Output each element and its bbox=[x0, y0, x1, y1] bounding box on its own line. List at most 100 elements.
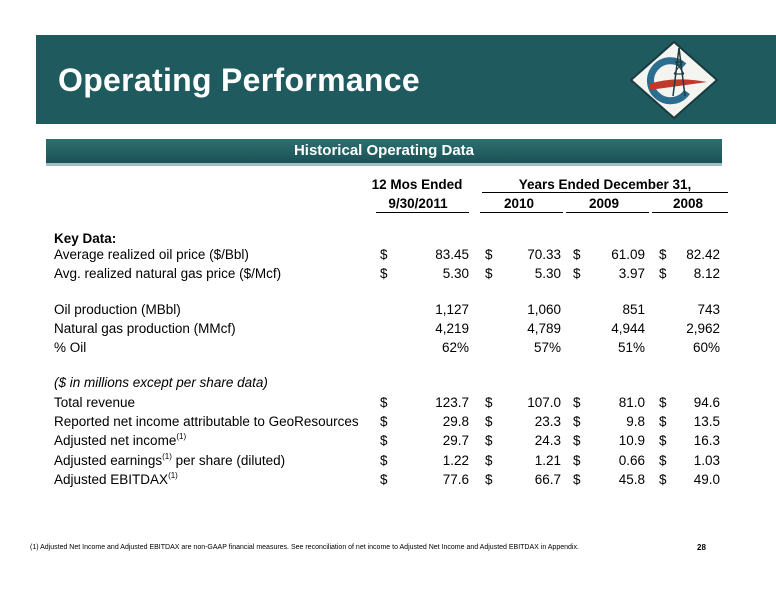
table-cell: 66.7 bbox=[534, 472, 561, 487]
column-header-9-30-2011: 9/30/2011 bbox=[388, 196, 448, 211]
row-label: Avg. realized natural gas price ($/Mcf) bbox=[54, 266, 282, 281]
financial-units-note: ($ in millions except per share data) bbox=[54, 375, 268, 390]
section-header: Historical Operating Data bbox=[46, 139, 722, 166]
currency-symbol: $ bbox=[659, 266, 667, 281]
footnote: (1) Adjusted Net Income and Adjusted EBI… bbox=[30, 544, 579, 551]
col-underline bbox=[566, 212, 649, 213]
currency-symbol: $ bbox=[485, 414, 493, 429]
column-header-2008: 2008 bbox=[672, 196, 704, 211]
row-label: Total revenue bbox=[54, 395, 136, 410]
currency-symbol: $ bbox=[659, 247, 667, 262]
table-cell: 851 bbox=[622, 302, 645, 317]
row-label: Adjusted earnings(1) per share (diluted) bbox=[54, 452, 286, 469]
currency-symbol: $ bbox=[485, 395, 493, 410]
row-label: Adjusted net income(1) bbox=[54, 432, 187, 449]
currency-symbol: $ bbox=[573, 472, 581, 487]
currency-symbol: $ bbox=[485, 247, 493, 262]
table-cell: 107.0 bbox=[527, 395, 561, 410]
table-cell: 51% bbox=[617, 340, 645, 355]
table-cell: 29.8 bbox=[442, 414, 469, 429]
table-cell: 8.12 bbox=[693, 266, 720, 281]
currency-symbol: $ bbox=[485, 472, 493, 487]
footnote-marker: (1) bbox=[168, 471, 178, 480]
table-cell: 1.21 bbox=[534, 453, 561, 468]
header-underline bbox=[482, 192, 728, 193]
table-cell: 0.66 bbox=[618, 453, 645, 468]
currency-symbol: $ bbox=[659, 433, 667, 448]
table-cell: 29.7 bbox=[442, 433, 469, 448]
table-cell: 2,962 bbox=[686, 321, 720, 336]
table-cell: 13.5 bbox=[693, 414, 720, 429]
table-cell: 1.22 bbox=[442, 453, 469, 468]
currency-symbol: $ bbox=[380, 247, 388, 262]
col-underline bbox=[652, 212, 728, 213]
table-cell: 3.97 bbox=[618, 266, 645, 281]
key-data-label: Key Data: bbox=[54, 231, 117, 246]
row-label: % Oil bbox=[54, 340, 87, 355]
currency-symbol: $ bbox=[659, 472, 667, 487]
col-underline bbox=[480, 212, 563, 213]
table-cell: 62% bbox=[441, 340, 469, 355]
table-cell: 9.8 bbox=[626, 414, 645, 429]
table-cell: 743 bbox=[697, 302, 720, 317]
currency-symbol: $ bbox=[485, 433, 493, 448]
title-banner: Operating Performance bbox=[36, 35, 776, 124]
table-cell: 1,127 bbox=[435, 302, 469, 317]
currency-symbol: $ bbox=[380, 472, 388, 487]
table-cell: 23.3 bbox=[534, 414, 561, 429]
currency-symbol: $ bbox=[659, 453, 667, 468]
table-cell: 5.30 bbox=[442, 266, 469, 281]
currency-symbol: $ bbox=[573, 414, 581, 429]
table-cell: 45.8 bbox=[618, 472, 645, 487]
row-label: Oil production (MBbl) bbox=[54, 302, 181, 317]
table-cell: 5.30 bbox=[534, 266, 561, 281]
page-title: Operating Performance bbox=[58, 62, 420, 98]
currency-symbol: $ bbox=[659, 395, 667, 410]
currency-symbol: $ bbox=[380, 453, 388, 468]
currency-symbol: $ bbox=[573, 247, 581, 262]
table-cell: 77.6 bbox=[442, 472, 469, 487]
table-cell: 1,060 bbox=[527, 302, 561, 317]
table-cell: 57% bbox=[533, 340, 561, 355]
table-cell: 94.6 bbox=[693, 395, 720, 410]
currency-symbol: $ bbox=[380, 395, 388, 410]
table-cell: 123.7 bbox=[435, 395, 469, 410]
table-cell: 10.9 bbox=[618, 433, 645, 448]
col-underline bbox=[376, 212, 469, 213]
table-cell: 70.33 bbox=[527, 247, 561, 262]
table-cell: 81.0 bbox=[618, 395, 645, 410]
currency-symbol: $ bbox=[380, 433, 388, 448]
footnote-marker: (1) bbox=[162, 452, 172, 461]
currency-symbol: $ bbox=[573, 395, 581, 410]
currency-symbol: $ bbox=[485, 266, 493, 281]
row-label: Reported net income attributable to GeoR… bbox=[54, 414, 359, 429]
row-label: Natural gas production (MMcf) bbox=[54, 321, 236, 336]
table-cell: 4,789 bbox=[527, 321, 561, 336]
currency-symbol: $ bbox=[380, 266, 388, 281]
table-cell: 83.45 bbox=[435, 247, 469, 262]
row-label: Adjusted EBITDAX(1) bbox=[54, 471, 178, 488]
currency-symbol: $ bbox=[485, 453, 493, 468]
currency-symbol: $ bbox=[573, 433, 581, 448]
page-number: 28 bbox=[697, 543, 706, 552]
table-cell: 60% bbox=[692, 340, 720, 355]
currency-symbol: $ bbox=[573, 266, 581, 281]
table-cell: 61.09 bbox=[611, 247, 645, 262]
currency-symbol: $ bbox=[573, 453, 581, 468]
table-cell: 82.42 bbox=[686, 247, 720, 262]
table-cell: 16.3 bbox=[693, 433, 720, 448]
footnote-marker: (1) bbox=[176, 432, 187, 441]
row-label: Average realized oil price ($/Bbl) bbox=[54, 247, 249, 262]
company-logo-icon bbox=[629, 40, 719, 120]
column-header-2009: 2009 bbox=[588, 196, 620, 211]
table-cell: 24.3 bbox=[534, 433, 561, 448]
currency-symbol: $ bbox=[659, 414, 667, 429]
header-years-ended: Years Ended December 31, bbox=[518, 177, 692, 192]
header-12-mos-ended: 12 Mos Ended bbox=[371, 177, 463, 192]
currency-symbol: $ bbox=[380, 414, 388, 429]
column-header-2010: 2010 bbox=[503, 196, 535, 211]
table-cell: 4,219 bbox=[435, 321, 469, 336]
table-cell: 49.0 bbox=[693, 472, 720, 487]
table-cell: 4,944 bbox=[611, 321, 645, 336]
table-cell: 1.03 bbox=[693, 453, 720, 468]
